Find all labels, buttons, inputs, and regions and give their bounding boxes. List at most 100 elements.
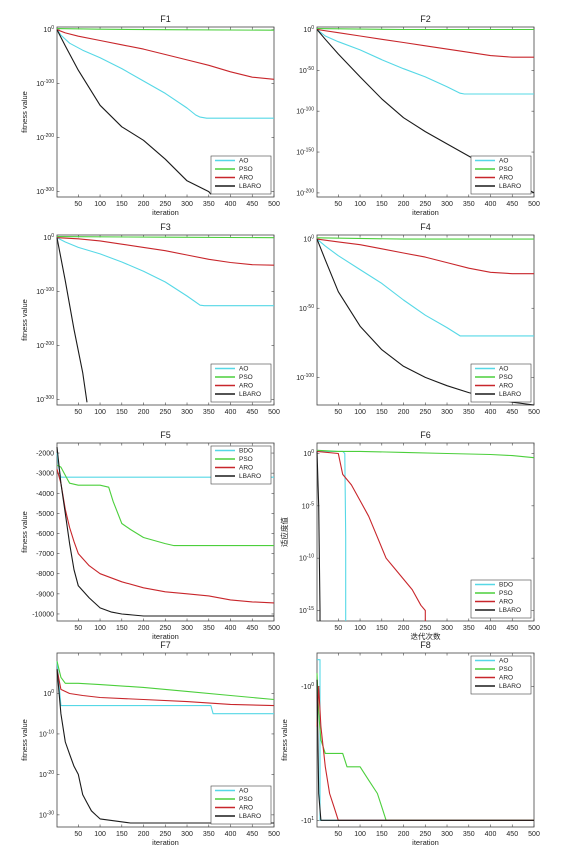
series-line-aro (316, 238, 534, 275)
series-line-pso (56, 660, 275, 701)
y-tick-label: 10-20 (39, 770, 54, 779)
series-line-lbaro (56, 237, 88, 403)
legend-label: LBARO (239, 813, 261, 820)
y-tick-label: 10-200 (36, 341, 54, 350)
y-tick-label: -2000 (36, 451, 54, 458)
x-tick-label: 400 (485, 409, 497, 416)
y-tick-label: 100 (303, 235, 314, 244)
series-line-aro (56, 29, 275, 80)
x-tick-label: 250 (419, 625, 431, 632)
legend-label: PSO (239, 456, 253, 463)
legend-label: PSO (499, 666, 513, 673)
y-tick-label: 10-200 (296, 188, 314, 197)
x-tick-label: 100 (354, 831, 366, 838)
x-tick-label: 500 (268, 201, 280, 208)
y-tick-label: 10-5 (302, 501, 314, 510)
legend-label: BDO (499, 582, 513, 589)
y-axis-label: fitness value (20, 511, 29, 553)
x-tick-label: 450 (246, 201, 258, 208)
series-line-ao (316, 29, 534, 95)
x-tick-label: 300 (181, 409, 193, 416)
legend-box (470, 155, 532, 195)
y-tick-label: -8000 (36, 571, 54, 578)
x-tick-label: 50 (334, 831, 342, 838)
legend-label: ARO (499, 175, 513, 182)
chart-panel-f4: F4 50 100 150 200 250 300 350 400 450 500 100 10-50 1… (296, 222, 540, 416)
x-axis-label: iteration (412, 208, 439, 217)
legend-label: ARO (499, 675, 513, 682)
series-line-aro (56, 669, 275, 707)
series-line-pso (56, 236, 275, 239)
x-tick-label: 50 (74, 831, 82, 838)
x-tick-label: 500 (528, 831, 540, 838)
series-line-pso (316, 237, 534, 240)
series-line-aro (316, 450, 426, 621)
x-tick-label: 50 (74, 201, 82, 208)
legend-label: AO (499, 158, 508, 165)
x-tick-label: 350 (203, 831, 215, 838)
chart-panel-f8: F8 50 100 150 200 250 300 350 400 450 500 -100 -101 i… (280, 640, 540, 847)
y-axis-label: 适应度值 (279, 517, 289, 547)
y-tick-label: -7000 (36, 551, 54, 558)
series-line-aro (316, 28, 534, 58)
legend-label: AO (239, 788, 248, 795)
legend-label: LBARO (499, 391, 521, 398)
chart-panel-f5: F5 50 100 150 200 250 300 350 400 450 500 -2000 -300… (20, 430, 280, 641)
y-tick-label: 10-100 (36, 287, 54, 296)
legend-box (470, 363, 532, 403)
chart-title: F2 (420, 14, 431, 24)
x-tick-label: 350 (203, 201, 215, 208)
x-tick-label: 250 (159, 409, 171, 416)
x-tick-label: 200 (398, 201, 410, 208)
x-tick-label: 100 (94, 409, 106, 416)
chart-panel-f6: F6 50 100 150 200 250 300 350 400 450 500 100 10-5 10… (279, 430, 540, 641)
x-tick-label: 450 (246, 625, 258, 632)
y-axis-label: fitness value (20, 299, 29, 341)
legend-label: PSO (239, 166, 253, 173)
x-tick-label: 300 (441, 201, 453, 208)
x-tick-label: 300 (441, 625, 453, 632)
x-tick-label: 450 (506, 831, 518, 838)
x-tick-label: 350 (203, 409, 215, 416)
x-tick-label: 400 (225, 409, 237, 416)
x-tick-label: 250 (159, 831, 171, 838)
y-tick-label: -5000 (36, 511, 54, 518)
x-tick-label: 500 (268, 409, 280, 416)
chart-title: F8 (420, 640, 431, 650)
x-tick-label: 50 (74, 625, 82, 632)
x-tick-label: 400 (485, 831, 497, 838)
legend-label: LBARO (239, 391, 261, 398)
legend-label: BDO (239, 448, 253, 455)
x-tick-label: 200 (398, 625, 410, 632)
x-tick-label: 150 (116, 409, 128, 416)
x-tick-label: 350 (463, 831, 475, 838)
x-tick-label: 300 (181, 201, 193, 208)
chart-panel-f2: F2 50 100 150 200 250 300 350 400 450 500 100 10-50 1… (296, 14, 540, 217)
legend-label: AO (239, 366, 248, 373)
x-tick-label: 50 (74, 409, 82, 416)
series-line-lbaro (316, 451, 321, 621)
legend-box (470, 655, 532, 695)
x-tick-label: 300 (181, 625, 193, 632)
legend-label: LBARO (499, 683, 521, 690)
chart-title: F5 (160, 430, 171, 440)
x-tick-label: 100 (94, 625, 106, 632)
x-tick-label: 200 (138, 201, 150, 208)
x-tick-label: 50 (334, 409, 342, 416)
y-tick-label: 10-100 (36, 79, 54, 88)
y-tick-label: 10-10 (39, 729, 54, 738)
x-tick-label: 300 (441, 831, 453, 838)
y-tick-label: 10-30 (39, 810, 54, 819)
x-tick-label: 350 (463, 409, 475, 416)
legend-label: AO (499, 366, 508, 373)
x-axis-label: iteration (412, 838, 439, 847)
x-tick-label: 500 (268, 831, 280, 838)
x-tick-label: 100 (94, 831, 106, 838)
legend-label: ARO (499, 599, 513, 606)
x-tick-label: 150 (376, 831, 388, 838)
legend-label: LBARO (239, 473, 261, 480)
